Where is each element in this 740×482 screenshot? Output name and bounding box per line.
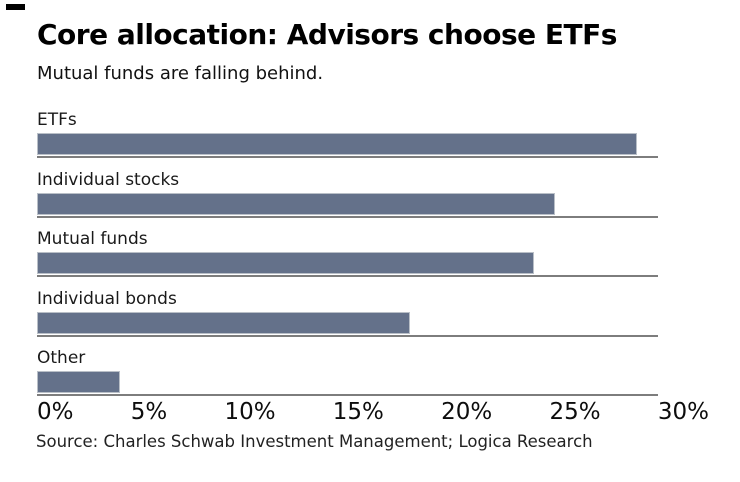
x-axis: 0% 5% 10% 15% 20% 25% 30% — [37, 399, 709, 425]
bar-label: Individual stocks — [37, 169, 180, 190]
x-axis-tick: 10% — [224, 399, 276, 425]
x-axis-tick: 30% — [657, 399, 709, 425]
x-axis-tick: 20% — [441, 399, 493, 425]
bar-label: Mutual funds — [37, 229, 148, 249]
axis-baseline — [37, 394, 658, 396]
source-note: Source: Charles Schwab Investment Manage… — [36, 432, 593, 451]
x-axis-tick: 15% — [332, 399, 384, 425]
chart-subtitle: Mutual funds are falling behind. — [37, 63, 324, 84]
bar — [37, 192, 555, 215]
corner-dash — [6, 4, 25, 10]
x-axis-tick: 0% — [37, 399, 74, 425]
x-axis-tick: 25% — [549, 399, 601, 425]
bar — [37, 133, 638, 155]
axis-baseline — [37, 334, 658, 337]
bar-label: ETFs — [37, 110, 77, 130]
chart-title: Core allocation: Advisors choose ETFs — [37, 18, 617, 51]
axis-baseline — [37, 156, 658, 158]
bar — [37, 252, 534, 274]
axis-baseline — [37, 215, 658, 218]
bar-label: Individual bonds — [37, 288, 177, 309]
bar-label: Other — [37, 348, 86, 368]
x-axis-tick: 5% — [130, 399, 168, 425]
axis-baseline — [37, 275, 658, 277]
bar — [37, 371, 120, 393]
bar — [37, 311, 410, 334]
